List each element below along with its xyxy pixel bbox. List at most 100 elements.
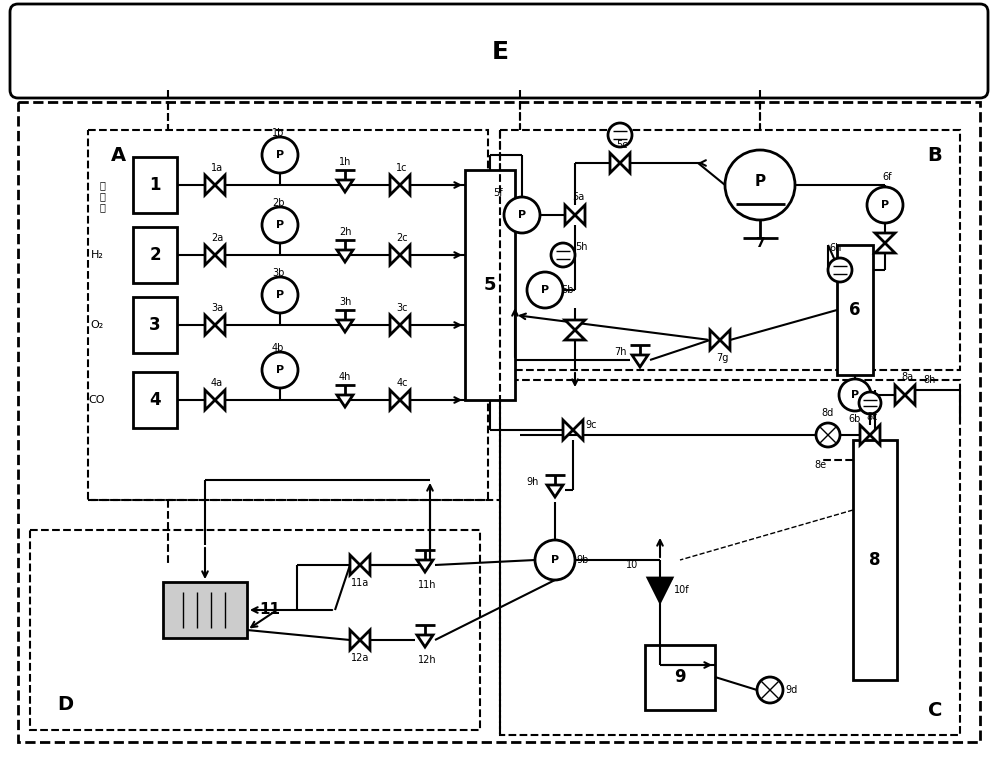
Text: 8: 8	[869, 551, 881, 569]
Text: 9c: 9c	[585, 420, 597, 430]
Text: 4h: 4h	[339, 372, 351, 382]
Circle shape	[839, 379, 871, 411]
Circle shape	[867, 187, 903, 223]
Polygon shape	[205, 315, 215, 335]
Text: 5a: 5a	[572, 192, 584, 202]
Text: 12h: 12h	[418, 655, 436, 665]
Text: P: P	[276, 290, 284, 300]
Text: 3h: 3h	[339, 297, 351, 307]
Bar	[500, 130, 960, 370]
Polygon shape	[400, 390, 410, 410]
Text: 1b: 1b	[272, 128, 284, 138]
Text: 2c: 2c	[396, 233, 408, 243]
Text: 11a: 11a	[351, 578, 369, 588]
Text: 1h: 1h	[339, 157, 351, 167]
Text: 11h: 11h	[418, 580, 436, 590]
Bar	[88, 130, 488, 500]
Circle shape	[262, 137, 298, 173]
Polygon shape	[390, 245, 400, 265]
Polygon shape	[205, 245, 215, 265]
Bar	[30, 530, 480, 730]
Polygon shape	[215, 175, 225, 195]
Bar	[163, 582, 247, 638]
Text: 8e: 8e	[814, 460, 826, 470]
Text: C: C	[928, 700, 942, 720]
Text: P: P	[276, 220, 284, 230]
Text: 8h: 8h	[924, 375, 936, 385]
Polygon shape	[417, 635, 433, 647]
Circle shape	[725, 150, 795, 220]
Circle shape	[527, 272, 563, 308]
Polygon shape	[400, 245, 410, 265]
Text: 气: 气	[99, 202, 105, 212]
Polygon shape	[400, 315, 410, 335]
Polygon shape	[417, 560, 433, 572]
Circle shape	[262, 352, 298, 388]
Polygon shape	[390, 315, 400, 335]
Polygon shape	[610, 153, 620, 173]
Circle shape	[504, 197, 540, 233]
Polygon shape	[360, 555, 370, 575]
Polygon shape	[710, 330, 720, 350]
Text: 4: 4	[149, 391, 161, 409]
Text: 3a: 3a	[211, 303, 223, 313]
Text: 8c: 8c	[866, 412, 878, 422]
Polygon shape	[215, 390, 225, 410]
Bar	[465, 170, 515, 400]
Text: 8a: 8a	[901, 372, 913, 382]
Circle shape	[757, 677, 783, 703]
Polygon shape	[573, 420, 583, 440]
Text: 3: 3	[149, 316, 161, 334]
Text: A: A	[110, 146, 126, 165]
Circle shape	[816, 423, 840, 447]
Polygon shape	[575, 205, 585, 225]
Text: 4c: 4c	[396, 378, 408, 388]
Text: P: P	[276, 150, 284, 160]
Polygon shape	[905, 385, 915, 405]
Text: 9d: 9d	[786, 685, 798, 695]
Polygon shape	[205, 390, 215, 410]
Bar	[133, 372, 177, 428]
Circle shape	[262, 277, 298, 313]
Text: H₂: H₂	[91, 250, 103, 260]
Bar	[853, 440, 897, 680]
Bar	[133, 227, 177, 283]
Polygon shape	[565, 205, 575, 225]
Text: 6h: 6h	[830, 243, 842, 253]
Polygon shape	[337, 180, 353, 192]
Text: 5: 5	[484, 276, 496, 294]
Polygon shape	[648, 578, 672, 602]
Text: 5h: 5h	[575, 242, 587, 252]
Text: E: E	[492, 40, 509, 64]
Text: 3c: 3c	[396, 303, 408, 313]
Text: P: P	[851, 390, 859, 400]
Polygon shape	[215, 245, 225, 265]
Text: 5f: 5f	[493, 188, 503, 198]
Polygon shape	[337, 320, 353, 332]
Text: B: B	[928, 146, 942, 165]
Polygon shape	[895, 385, 905, 405]
Text: 性: 性	[99, 191, 105, 201]
Polygon shape	[400, 175, 410, 195]
Polygon shape	[350, 555, 360, 575]
Text: P: P	[541, 285, 549, 295]
Circle shape	[535, 540, 575, 580]
Polygon shape	[390, 390, 400, 410]
Polygon shape	[337, 250, 353, 262]
Text: 8d: 8d	[822, 408, 834, 418]
Circle shape	[828, 258, 852, 282]
Text: O₂: O₂	[90, 320, 104, 330]
FancyBboxPatch shape	[10, 4, 988, 98]
Text: 7h: 7h	[614, 347, 626, 357]
Bar	[837, 245, 873, 375]
Text: 6f: 6f	[882, 172, 892, 182]
Text: 2h: 2h	[339, 227, 351, 237]
Text: 10f: 10f	[674, 585, 690, 595]
Polygon shape	[390, 175, 400, 195]
Circle shape	[608, 123, 632, 147]
Text: 10: 10	[626, 560, 638, 570]
Text: 7: 7	[755, 236, 765, 250]
Polygon shape	[563, 420, 573, 440]
Text: 6: 6	[849, 301, 861, 319]
Polygon shape	[337, 395, 353, 407]
